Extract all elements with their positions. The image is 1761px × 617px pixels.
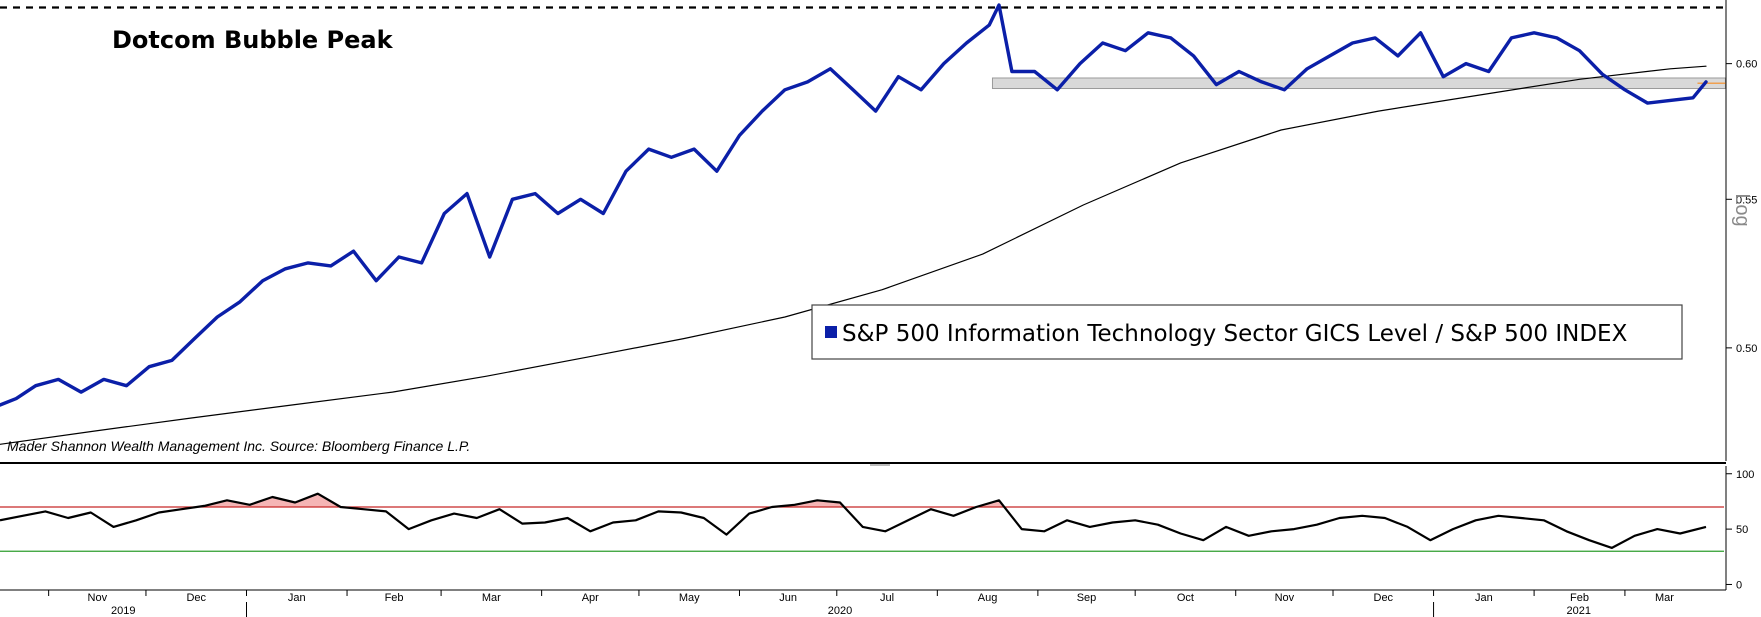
momentum-y-tick-label: 100 (1736, 469, 1754, 481)
main-ratio-panel: Dotcom Bubble Peak S&P 500 Information T… (0, 0, 1757, 461)
momentum-series-line (0, 492, 1707, 550)
month-label: Jun (779, 592, 797, 604)
legend: S&P 500 Information Technology Sector GI… (811, 304, 1683, 360)
month-label: Feb (385, 592, 404, 604)
month-label: Dec (1374, 592, 1394, 604)
month-label: Sep (1077, 592, 1097, 604)
legend-swatch (825, 326, 837, 338)
main-y-tick-label: 0.60 (1736, 59, 1757, 71)
year-label: 2019 (111, 605, 135, 617)
time-axis: Nov Dec Jan Feb Mar Apr May Jun Jul Aug Sep Oct Nov D… (0, 589, 1726, 617)
month-label: Nov (1275, 592, 1295, 604)
momentum-y-axis: 0 50 100 (1725, 466, 1754, 591)
main-series-layer (0, 3, 1708, 445)
month-label: Nov (88, 592, 108, 604)
month-label: Jul (880, 592, 894, 604)
legend-label: S&P 500 Information Technology Sector GI… (842, 321, 1628, 347)
support-band-layer (991, 77, 1726, 90)
month-label: Apr (582, 592, 599, 604)
month-label: Oct (1177, 592, 1194, 604)
ratio-series-line (0, 3, 1708, 407)
y-axis-title: Log (1731, 193, 1753, 226)
main-y-tick-label: 0.55 (1736, 194, 1757, 206)
momentum-reference-layer (0, 506, 1724, 552)
year-label: 2021 (1567, 605, 1591, 617)
momentum-panel: 0 50 100 (0, 466, 1754, 591)
month-label: Dec (186, 592, 206, 604)
chart-title: Dotcom Bubble Peak (112, 26, 394, 54)
main-y-tick-label: 0.50 (1736, 343, 1757, 355)
source-annotation: Mader Shannon Wealth Management Inc. Sou… (7, 438, 470, 454)
month-label: Feb (1570, 592, 1589, 604)
month-label: Jan (288, 592, 306, 604)
month-label: Jan (1475, 592, 1493, 604)
momentum-y-tick-label: 0 (1736, 579, 1742, 591)
legend-box (811, 304, 1683, 360)
main-y-axis: 0.50 0.55 0.60 (1725, 0, 1757, 461)
momentum-series-layer (0, 492, 1707, 550)
month-label: Mar (1655, 592, 1674, 604)
month-label: Aug (978, 592, 998, 604)
month-label: May (679, 592, 700, 604)
year-label: 2020 (828, 605, 852, 617)
month-label: Mar (482, 592, 501, 604)
momentum-y-tick-label: 50 (1736, 524, 1748, 536)
